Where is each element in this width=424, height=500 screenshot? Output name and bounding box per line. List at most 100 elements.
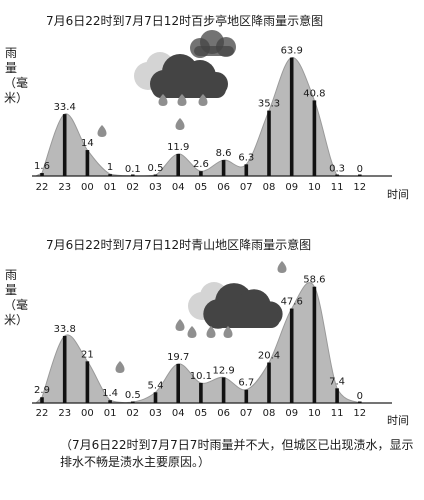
rainfall-bar xyxy=(289,308,294,403)
rain-cloud-icon xyxy=(97,30,236,137)
chart-baibuting: 7月6日22时到7月7日12时百步亭地区降雨量示意图 雨量（毫米） 1.6 22 3… xyxy=(0,0,424,228)
rainfall-bar xyxy=(40,173,44,176)
x-tick-label: 05 xyxy=(195,408,208,419)
chart-caption: （7月6日22时到7月7日7时雨量并不大，但城区已出现渍水，显示排水不畅是渍水主… xyxy=(60,438,414,469)
raindrop-icon xyxy=(175,118,185,130)
rainfall-bar xyxy=(358,401,362,403)
x-tick-label: 12 xyxy=(353,408,366,419)
x-tick-label: 07 xyxy=(240,408,253,419)
raindrop-icon xyxy=(223,326,233,338)
x-tick-label: 10 xyxy=(308,182,321,193)
raindrop-icon xyxy=(115,361,125,373)
value-label: 8.6 xyxy=(216,148,232,159)
x-tick-label: 06 xyxy=(217,408,230,419)
value-label: 47.6 xyxy=(281,297,303,308)
x-tick-label: 12 xyxy=(353,182,366,193)
x-tick-label: 02 xyxy=(126,182,139,193)
rainfall-bar xyxy=(289,57,294,176)
x-tick-label: 08 xyxy=(263,408,276,419)
value-label: 6.3 xyxy=(238,152,254,163)
rainfall-bar xyxy=(221,160,226,176)
rainfall-bar xyxy=(267,110,271,176)
x-tick-label: 22 xyxy=(36,182,49,193)
raindrop-icon xyxy=(158,94,168,106)
chart-qingshan: 7月6日22时到7月7日12时青山地区降雨量示意图 雨量（毫米） 2.9 22 33… xyxy=(0,228,424,443)
x-tick-label: 02 xyxy=(126,408,139,419)
value-label: 11.9 xyxy=(167,142,189,153)
x-tick-label: 03 xyxy=(149,182,162,193)
value-label: 33.8 xyxy=(54,324,76,335)
rainfall-bar xyxy=(199,382,203,403)
value-label: 1.6 xyxy=(34,161,50,172)
rainfall-bar xyxy=(85,361,90,403)
value-label: 2.6 xyxy=(193,159,209,170)
rainfall-bar xyxy=(108,400,112,403)
rainfall-bar xyxy=(335,174,339,176)
value-label: 20.4 xyxy=(258,351,280,362)
x-tick-label: 09 xyxy=(285,408,298,419)
small-cloud-icon xyxy=(190,30,236,58)
value-label: 0.1 xyxy=(125,164,141,175)
rainfall-bar xyxy=(62,335,67,403)
raindrop-icon xyxy=(187,326,197,338)
x-tick-label: 10 xyxy=(308,408,321,419)
value-label: 33.4 xyxy=(54,102,76,113)
raindrop-icon xyxy=(177,94,187,106)
raindrop-icon xyxy=(206,326,216,338)
value-label: 0.5 xyxy=(148,163,164,174)
x-tick-label: 00 xyxy=(81,408,94,419)
rainfall-bar xyxy=(153,174,158,176)
raindrop-icon xyxy=(97,125,107,137)
value-label: 12.9 xyxy=(212,365,234,376)
x-axis-label: 时间 xyxy=(387,414,409,427)
rainfall-bar xyxy=(335,388,339,403)
rainfall-bar xyxy=(153,392,158,403)
value-label: 0.5 xyxy=(125,390,141,401)
value-label: 1 xyxy=(107,162,113,173)
x-axis-label: 时间 xyxy=(387,188,409,201)
value-label: 2.9 xyxy=(34,385,50,396)
value-label: 0.3 xyxy=(329,163,345,174)
x-tick-label: 23 xyxy=(58,408,71,419)
rainfall-bar xyxy=(244,164,249,176)
rainfall-bar xyxy=(85,150,90,176)
x-tick-label: 08 xyxy=(263,182,276,193)
chart-plot-area: 2.9 22 33.8 23 21 00 1.4 01 0.5 02 5.4 03 19.7 04 10.1… xyxy=(32,261,409,427)
raindrop-icon xyxy=(277,261,287,273)
x-tick-label: 01 xyxy=(104,408,117,419)
value-label: 0 xyxy=(357,164,363,175)
x-tick-label: 11 xyxy=(331,182,344,193)
value-label: 19.7 xyxy=(167,352,189,363)
rainfall-bar xyxy=(312,286,317,403)
value-label: 21 xyxy=(81,349,94,360)
value-label: 7.4 xyxy=(329,376,345,387)
value-label: 14 xyxy=(81,138,94,149)
rain-cloud-icon xyxy=(115,261,287,373)
x-tick-label: 04 xyxy=(172,408,185,419)
rainfall-bar xyxy=(176,153,180,176)
x-tick-label: 07 xyxy=(240,182,253,193)
value-label: 35.3 xyxy=(258,99,280,110)
value-label: 6.7 xyxy=(238,378,254,389)
x-tick-label: 00 xyxy=(81,182,94,193)
x-tick-label: 23 xyxy=(58,182,71,193)
x-tick-label: 03 xyxy=(149,408,162,419)
rainfall-bar xyxy=(358,174,362,176)
x-tick-label: 11 xyxy=(331,408,344,419)
rainfall-bar xyxy=(40,397,44,403)
raindrop-icon xyxy=(175,319,185,331)
value-label: 5.4 xyxy=(148,380,164,391)
value-label: 40.8 xyxy=(303,88,325,99)
value-label: 0 xyxy=(357,391,363,402)
value-label: 63.9 xyxy=(281,46,303,57)
rainfall-bar xyxy=(312,100,317,176)
rainfall-bar xyxy=(267,362,271,403)
rainfall-bar xyxy=(199,171,203,176)
rainfall-bar xyxy=(131,401,135,403)
x-tick-label: 01 xyxy=(104,182,117,193)
value-label: 1.4 xyxy=(102,388,118,399)
chart-title: 7月6日22时到7月7日12时百步亭地区降雨量示意图 xyxy=(46,14,324,28)
value-label: 10.1 xyxy=(190,371,212,382)
rainfall-bar xyxy=(108,174,112,176)
rainfall-bar xyxy=(62,114,67,176)
